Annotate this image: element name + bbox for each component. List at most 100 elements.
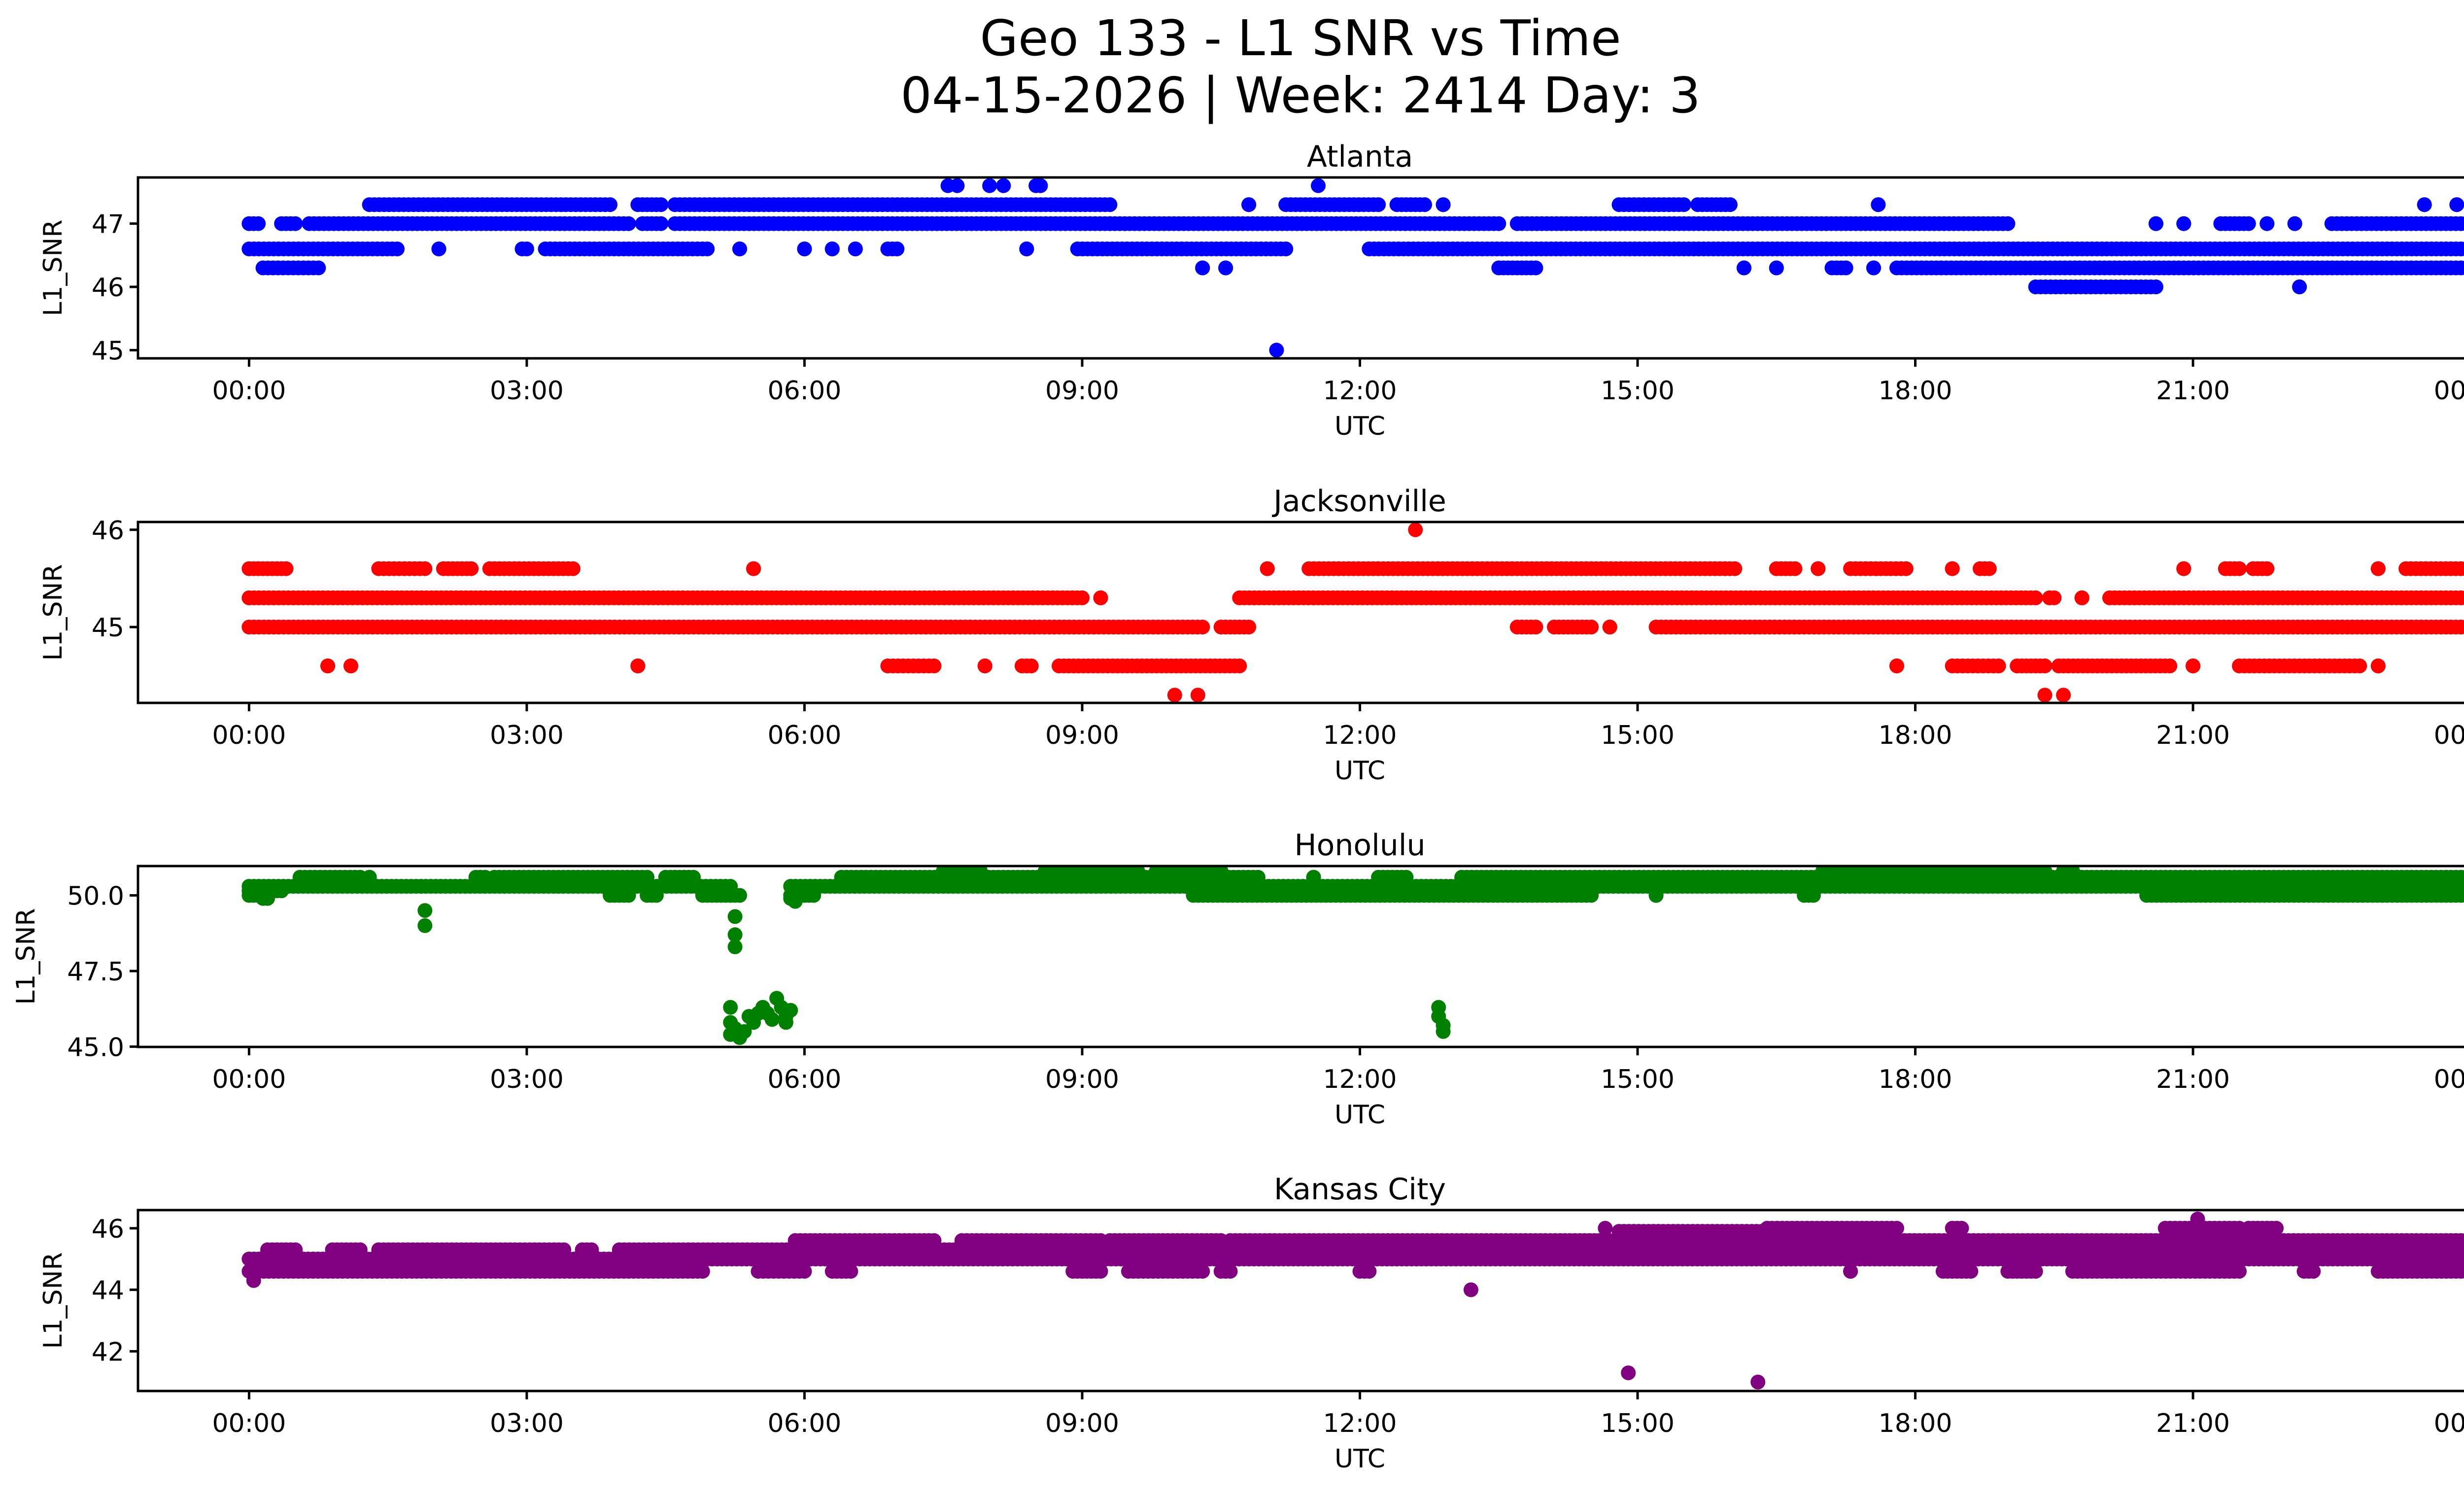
data-point	[2176, 216, 2191, 231]
y-tick-label: 46	[92, 273, 124, 303]
data-point	[1843, 1264, 1858, 1279]
data-point	[973, 866, 988, 879]
data-point	[2037, 866, 2053, 879]
x-tick-label: 12:00	[1323, 721, 1397, 750]
data-point	[1602, 620, 1617, 635]
data-point	[1213, 866, 1229, 879]
data-point	[621, 216, 636, 231]
data-point	[1722, 197, 1738, 212]
data-point	[824, 242, 840, 256]
y-tick-label: 47	[92, 210, 124, 240]
data-point	[797, 1264, 812, 1279]
data-point	[787, 894, 803, 909]
data-point	[1584, 620, 1599, 635]
x-tick-label: 21:00	[2156, 721, 2230, 750]
data-point	[320, 659, 336, 673]
data-point	[843, 1264, 858, 1279]
scatter-series	[241, 178, 2464, 358]
x-tick-label: 12:00	[1323, 376, 1397, 406]
x-tick-label: 03:00	[490, 721, 564, 750]
data-point	[746, 561, 761, 576]
data-point	[778, 1015, 793, 1030]
data-point	[1269, 343, 1284, 358]
data-point	[1306, 869, 1321, 885]
data-point	[1223, 1264, 1238, 1279]
data-point	[1190, 688, 1205, 703]
x-tick-label: 00:00	[2434, 721, 2464, 750]
data-point	[686, 869, 701, 885]
data-point	[584, 1242, 599, 1257]
data-point	[1727, 561, 1743, 576]
data-point	[1436, 197, 1451, 212]
data-point	[1991, 866, 2006, 873]
data-point	[2458, 1233, 2464, 1248]
data-point	[2074, 590, 2089, 605]
data-point	[2458, 216, 2464, 231]
data-point	[362, 869, 377, 885]
data-point	[1362, 1264, 1377, 1279]
data-point	[982, 178, 997, 193]
data-point	[2292, 279, 2307, 294]
y-tick-label: 45	[92, 613, 124, 643]
data-point	[2148, 279, 2163, 294]
data-point	[2352, 659, 2367, 673]
x-tick-label: 09:00	[1045, 1065, 1119, 1094]
data-point	[1737, 260, 1751, 276]
data-point	[1926, 866, 1941, 873]
data-point	[732, 888, 747, 903]
data-point	[603, 197, 617, 212]
data-point	[700, 242, 715, 256]
chart-title: Geo 133 - L1 SNR vs Time	[980, 9, 1621, 67]
data-point	[1963, 1264, 1979, 1279]
scatter-series	[241, 1212, 2464, 1390]
data-point	[2458, 620, 2464, 634]
x-tick-label: 18:00	[1879, 376, 1952, 406]
x-tick-label: 00:00	[212, 1065, 286, 1094]
data-point	[1584, 888, 1599, 903]
data-point	[1260, 561, 1275, 576]
x-tick-label: 06:00	[768, 1065, 842, 1094]
data-point	[2458, 561, 2464, 576]
data-point	[797, 242, 812, 256]
data-point	[288, 216, 303, 231]
data-point	[1250, 869, 1266, 885]
data-point	[1232, 659, 1247, 673]
data-point	[1528, 260, 1543, 276]
data-point	[464, 561, 479, 576]
x-tick-label: 12:00	[1323, 1065, 1397, 1094]
subplot-title: Kansas City	[1274, 1172, 1446, 1207]
data-point	[1241, 620, 1257, 635]
x-tick-label: 09:00	[1045, 376, 1119, 406]
data-point	[848, 242, 863, 256]
data-point	[1278, 242, 1294, 256]
data-point	[649, 888, 664, 903]
data-point	[2370, 561, 2386, 576]
x-tick-label: 21:00	[2156, 376, 2230, 406]
y-tick-label: 45	[92, 336, 124, 366]
data-point	[311, 260, 326, 276]
data-point	[695, 1264, 710, 1279]
data-point	[565, 561, 581, 576]
data-point	[2306, 1264, 2321, 1279]
data-point	[1102, 197, 1118, 212]
data-point	[2417, 197, 2432, 212]
data-point	[343, 659, 358, 673]
data-point	[1898, 561, 1914, 576]
data-point	[1991, 659, 2006, 673]
data-point	[519, 242, 534, 256]
data-point	[1787, 561, 1803, 576]
data-point	[2028, 590, 2043, 605]
x-tick-label: 15:00	[1601, 721, 1675, 750]
data-point	[260, 891, 275, 906]
data-point	[1019, 242, 1034, 256]
data-point	[2449, 197, 2464, 212]
x-tick-label: 09:00	[1045, 721, 1119, 750]
x-axis-label: UTC	[1335, 756, 1385, 786]
y-axis-label: L1_SNR	[38, 219, 68, 316]
data-point	[732, 242, 747, 256]
x-tick-label: 21:00	[2156, 1065, 2230, 1094]
data-point	[2458, 591, 2464, 605]
